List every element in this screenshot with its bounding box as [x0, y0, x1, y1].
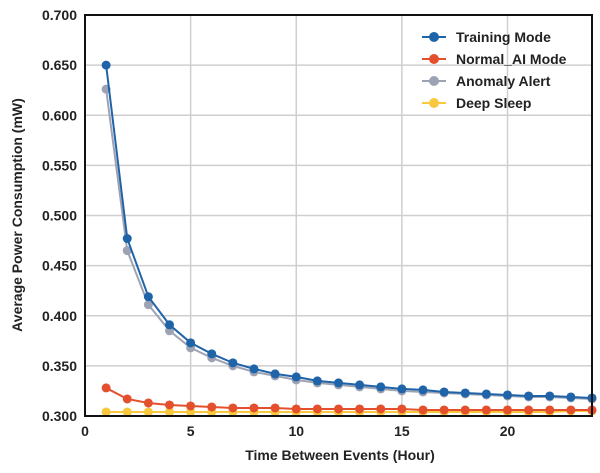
data-point — [439, 405, 449, 415]
data-point — [481, 405, 491, 415]
data-point — [566, 392, 576, 402]
data-point — [186, 338, 196, 348]
data-point — [143, 398, 153, 408]
y-tick-label: 0.350 — [42, 358, 77, 374]
legend-label: Deep Sleep — [456, 95, 531, 111]
y-tick-label: 0.300 — [42, 408, 77, 424]
data-point — [334, 378, 343, 388]
series-line — [106, 409, 592, 413]
legend-label: Anomaly Alert — [456, 73, 551, 89]
data-point — [355, 380, 365, 390]
y-tick-label: 0.600 — [42, 107, 77, 123]
data-point — [165, 407, 174, 417]
data-point — [207, 349, 217, 359]
data-point — [249, 403, 259, 413]
legend-item: Training Mode — [422, 29, 551, 45]
data-point — [207, 402, 217, 412]
series-layer — [101, 60, 597, 417]
data-point — [122, 394, 132, 404]
data-point — [249, 364, 259, 374]
y-axis-label: Average Power Consumption (mW) — [9, 98, 25, 332]
grid — [84, 14, 592, 417]
y-tick-label: 0.400 — [42, 308, 77, 324]
series-2 — [101, 84, 597, 404]
data-point — [503, 390, 512, 400]
x-tick-label: 5 — [187, 423, 195, 439]
data-point — [312, 404, 322, 414]
data-point — [376, 404, 386, 414]
data-point — [143, 292, 153, 302]
data-point — [418, 385, 428, 395]
legend-marker — [429, 54, 439, 64]
data-point — [460, 388, 470, 398]
y-tick-labels: 0.300 0.350 0.400 0.450 0.500 0.550 0.600 0.650… — [42, 7, 77, 424]
data-point — [355, 404, 365, 414]
data-point — [503, 405, 512, 415]
data-point — [418, 405, 428, 415]
data-point — [270, 369, 280, 379]
x-axis-label: Time Between Events (Hour) — [245, 447, 435, 463]
data-point — [122, 234, 132, 244]
y-tick-label: 0.550 — [42, 157, 77, 173]
data-point — [101, 407, 111, 417]
data-point — [524, 405, 534, 415]
data-point — [291, 404, 301, 414]
data-point — [228, 403, 238, 413]
data-point — [524, 391, 534, 401]
data-point — [481, 389, 491, 399]
legend-item: Deep Sleep — [422, 95, 531, 111]
legend-marker — [429, 32, 439, 42]
data-point — [270, 403, 280, 413]
legend-label: Normal_AI Mode — [456, 51, 567, 67]
y-tick-label: 0.450 — [42, 258, 77, 274]
x-tick-label: 10 — [288, 423, 304, 439]
data-point — [101, 383, 111, 393]
data-point — [186, 401, 196, 411]
series-0 — [101, 60, 597, 403]
y-tick-label: 0.650 — [42, 57, 77, 73]
legend-item: Normal_AI Mode — [422, 51, 567, 67]
data-point — [122, 246, 132, 256]
data-point — [101, 60, 111, 70]
data-point — [143, 300, 153, 310]
data-point — [334, 404, 343, 414]
x-tick-label: 20 — [500, 423, 516, 439]
legend-marker — [429, 98, 439, 108]
legend-label: Training Mode — [456, 29, 551, 45]
legend: Training Mode Normal_AI Mode Anomaly Alert… — [422, 29, 567, 111]
legend-item: Anomaly Alert — [422, 73, 551, 89]
legend-marker — [429, 76, 439, 86]
y-tick-label: 0.700 — [42, 7, 77, 23]
data-point — [376, 382, 386, 392]
x-tick-label: 15 — [394, 423, 410, 439]
data-point — [545, 391, 555, 401]
x-tick-labels: 0 5 10 15 20 — [81, 423, 515, 439]
data-point — [397, 404, 407, 414]
data-point — [397, 384, 407, 394]
x-tick-label: 0 — [81, 423, 89, 439]
y-tick-label: 0.500 — [42, 208, 77, 224]
data-point — [312, 376, 322, 386]
data-point — [460, 405, 470, 415]
series-1 — [101, 383, 597, 415]
data-point — [291, 372, 301, 382]
data-point — [143, 407, 153, 417]
series-line — [105, 89, 593, 400]
data-point — [165, 400, 174, 410]
data-point — [566, 405, 576, 415]
data-point — [228, 358, 238, 368]
data-point — [122, 407, 132, 417]
data-point — [545, 405, 555, 415]
data-point — [439, 387, 449, 397]
plot-frame — [84, 14, 593, 417]
series-line — [105, 387, 592, 411]
data-point — [165, 320, 174, 330]
